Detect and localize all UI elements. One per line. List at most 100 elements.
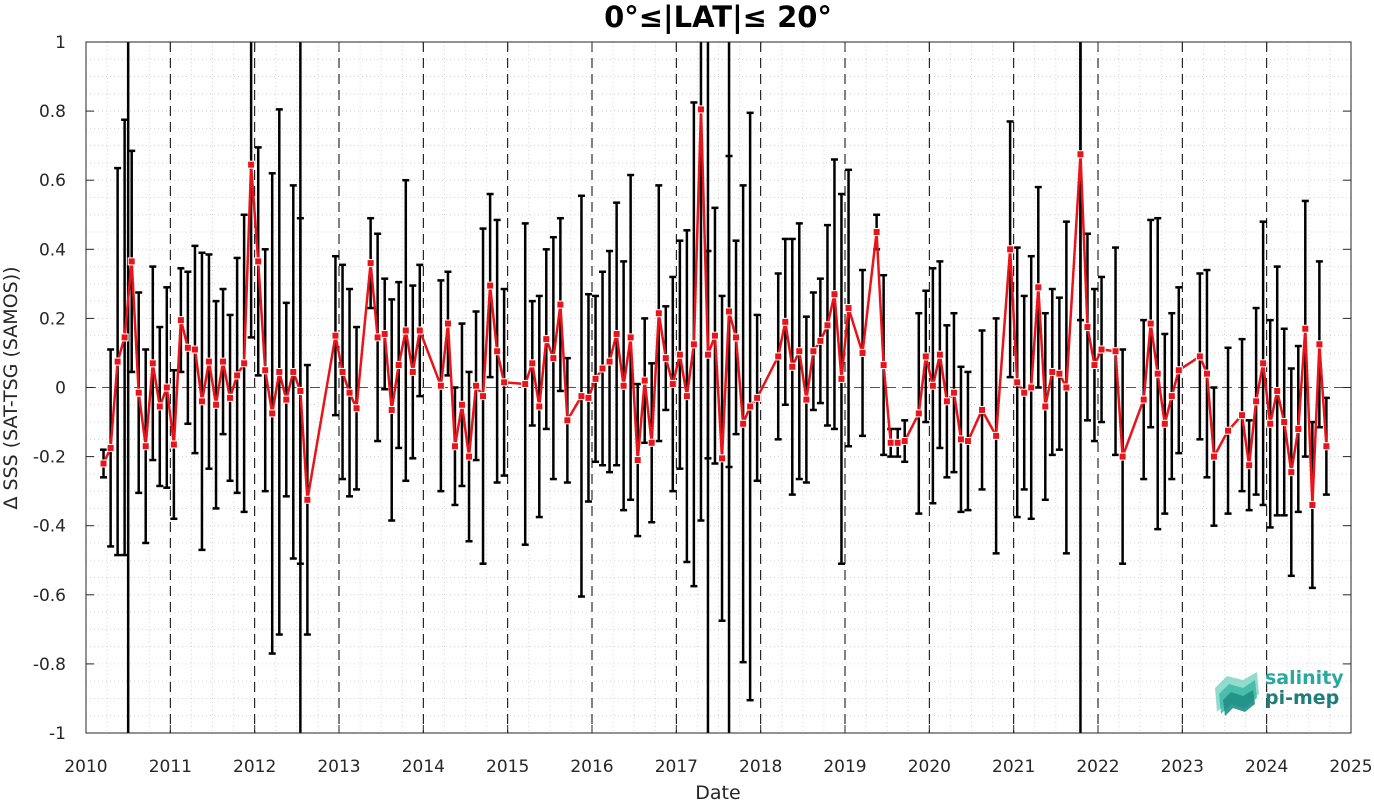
data-point — [605, 357, 614, 366]
data-point — [1034, 283, 1043, 292]
x-tick-label: 2013 — [317, 757, 360, 777]
data-point — [1224, 426, 1233, 435]
data-point — [247, 160, 256, 169]
y-tick-labels: -1 -0.8 -0.6 -0.4 -0.2 0 0.2 0.4 0.6 0.8 1 — [33, 33, 66, 744]
data-point — [113, 357, 122, 366]
data-point — [682, 392, 691, 401]
x-tick-label: 2010 — [64, 757, 107, 777]
data-point — [823, 321, 832, 330]
data-point — [577, 392, 586, 401]
data-point — [289, 367, 298, 376]
data-point — [436, 381, 445, 390]
data-point — [373, 333, 382, 342]
x-tick-label: 2012 — [233, 757, 276, 777]
data-point — [725, 307, 734, 316]
data-point — [233, 371, 242, 380]
x-tick-label: 2022 — [1076, 757, 1119, 777]
data-point — [753, 393, 762, 402]
data-point — [457, 400, 466, 409]
data-point — [935, 350, 944, 359]
data-point — [472, 381, 481, 390]
x-tick-label: 2025 — [1329, 757, 1372, 777]
data-point — [661, 354, 670, 363]
data-point — [1153, 369, 1162, 378]
data-point — [837, 374, 846, 383]
data-point — [268, 409, 277, 418]
data-point — [183, 343, 192, 352]
chart-title: 0°≤|LAT|≤ 20° — [604, 0, 832, 34]
data-point — [1308, 500, 1317, 509]
data-markers — [99, 105, 1331, 509]
data-point — [1280, 418, 1289, 427]
data-point — [479, 392, 488, 401]
data-point — [633, 456, 642, 465]
data-point — [921, 352, 930, 361]
data-point — [1055, 369, 1064, 378]
data-point — [282, 395, 291, 404]
data-point — [521, 380, 530, 389]
data-point — [141, 442, 150, 451]
data-point — [612, 329, 621, 338]
data-point — [1083, 323, 1092, 332]
data-point — [1111, 347, 1120, 356]
y-tick-label: -0.4 — [33, 517, 66, 537]
data-point — [872, 228, 881, 237]
data-point — [1238, 411, 1247, 420]
data-point — [591, 374, 600, 383]
data-point — [1020, 388, 1029, 397]
data-point — [654, 309, 663, 318]
data-point — [718, 454, 727, 463]
data-point — [528, 359, 537, 368]
data-point — [584, 393, 593, 402]
data-point — [781, 317, 790, 326]
data-point — [802, 395, 811, 404]
x-tick-label: 2017 — [655, 757, 698, 777]
data-point — [1245, 461, 1254, 470]
logo-text-pi-mep: pi-mep — [1265, 687, 1340, 709]
data-point — [1076, 150, 1085, 159]
data-point — [1006, 245, 1015, 254]
data-point — [408, 367, 417, 376]
y-tick-label: 0.6 — [39, 171, 66, 191]
data-point — [978, 405, 987, 414]
data-point — [226, 393, 235, 402]
data-point — [956, 435, 965, 444]
data-point — [1266, 419, 1275, 428]
data-point — [261, 366, 270, 375]
data-point — [148, 359, 157, 368]
data-point — [1027, 383, 1036, 392]
data-point — [204, 357, 213, 366]
data-point — [500, 378, 509, 387]
data-point — [1097, 345, 1106, 354]
data-point — [689, 340, 698, 349]
data-point — [380, 329, 389, 338]
data-point — [746, 402, 755, 411]
data-point — [1048, 367, 1057, 376]
data-point — [162, 383, 171, 392]
data-point — [563, 416, 572, 425]
data-point — [352, 404, 361, 413]
data-point — [345, 388, 354, 397]
data-point — [486, 281, 495, 290]
data-point — [99, 459, 108, 468]
y-tick-label: 0 — [55, 379, 66, 399]
data-point — [1167, 392, 1176, 401]
data-point — [366, 259, 375, 268]
data-point — [626, 333, 635, 342]
data-point — [949, 388, 958, 397]
x-tick-label: 2020 — [908, 757, 951, 777]
data-point — [1041, 402, 1050, 411]
data-point — [830, 290, 839, 299]
x-axis-title: Date — [695, 782, 740, 801]
data-point — [275, 367, 284, 376]
y-tick-label: -1 — [49, 724, 66, 744]
data-point — [120, 333, 129, 342]
data-point — [619, 381, 628, 390]
y-axis-title: Δ SSS (SAT-TSG (SAMOS)) — [0, 266, 22, 509]
wave-icon — [1215, 672, 1259, 716]
x-tick-label: 2018 — [739, 757, 782, 777]
x-tick-label: 2023 — [1161, 757, 1204, 777]
data-point — [739, 419, 748, 428]
data-point — [858, 348, 867, 357]
x-tick-label: 2016 — [570, 757, 613, 777]
